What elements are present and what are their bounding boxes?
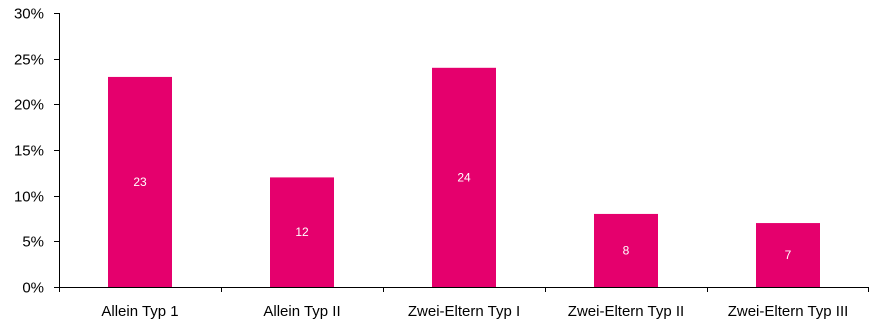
bars: [108, 67, 820, 287]
x-category-label: Allein Typ II: [263, 303, 340, 320]
data-labels: 23 12 24 8 7: [133, 170, 791, 262]
bar-value-label: 12: [295, 225, 309, 239]
y-tick-label: 20%: [14, 97, 44, 114]
x-category-label: Zwei-Eltern Typ I: [408, 303, 520, 320]
bar-value-label: 23: [133, 175, 147, 189]
y-tick-label: 30%: [14, 6, 44, 23]
x-category-label: Zwei-Eltern Typ III: [728, 303, 849, 320]
bar: [432, 67, 496, 287]
bar: [108, 76, 172, 287]
y-tick-label: 25%: [14, 52, 44, 69]
x-axis: Allein Typ 1 Allein Typ II Zwei-Eltern Typ…: [59, 287, 869, 320]
x-category-label: Zwei-Eltern Typ II: [568, 303, 684, 320]
bar: [756, 223, 820, 287]
x-category-label: Allein Typ 1: [101, 303, 178, 320]
bar-value-label: 24: [457, 170, 471, 184]
y-axis: 0% 5% 10% 15% 20% 25% 30%: [14, 6, 60, 297]
y-tick-label: 0%: [22, 280, 44, 297]
bar-value-label: 7: [785, 248, 792, 262]
y-tick-label: 15%: [14, 143, 44, 160]
bar-value-label: 8: [623, 243, 630, 257]
bar: [594, 213, 658, 287]
y-tick-label: 5%: [22, 234, 44, 251]
y-tick-label: 10%: [14, 189, 44, 206]
bar: [270, 177, 334, 287]
